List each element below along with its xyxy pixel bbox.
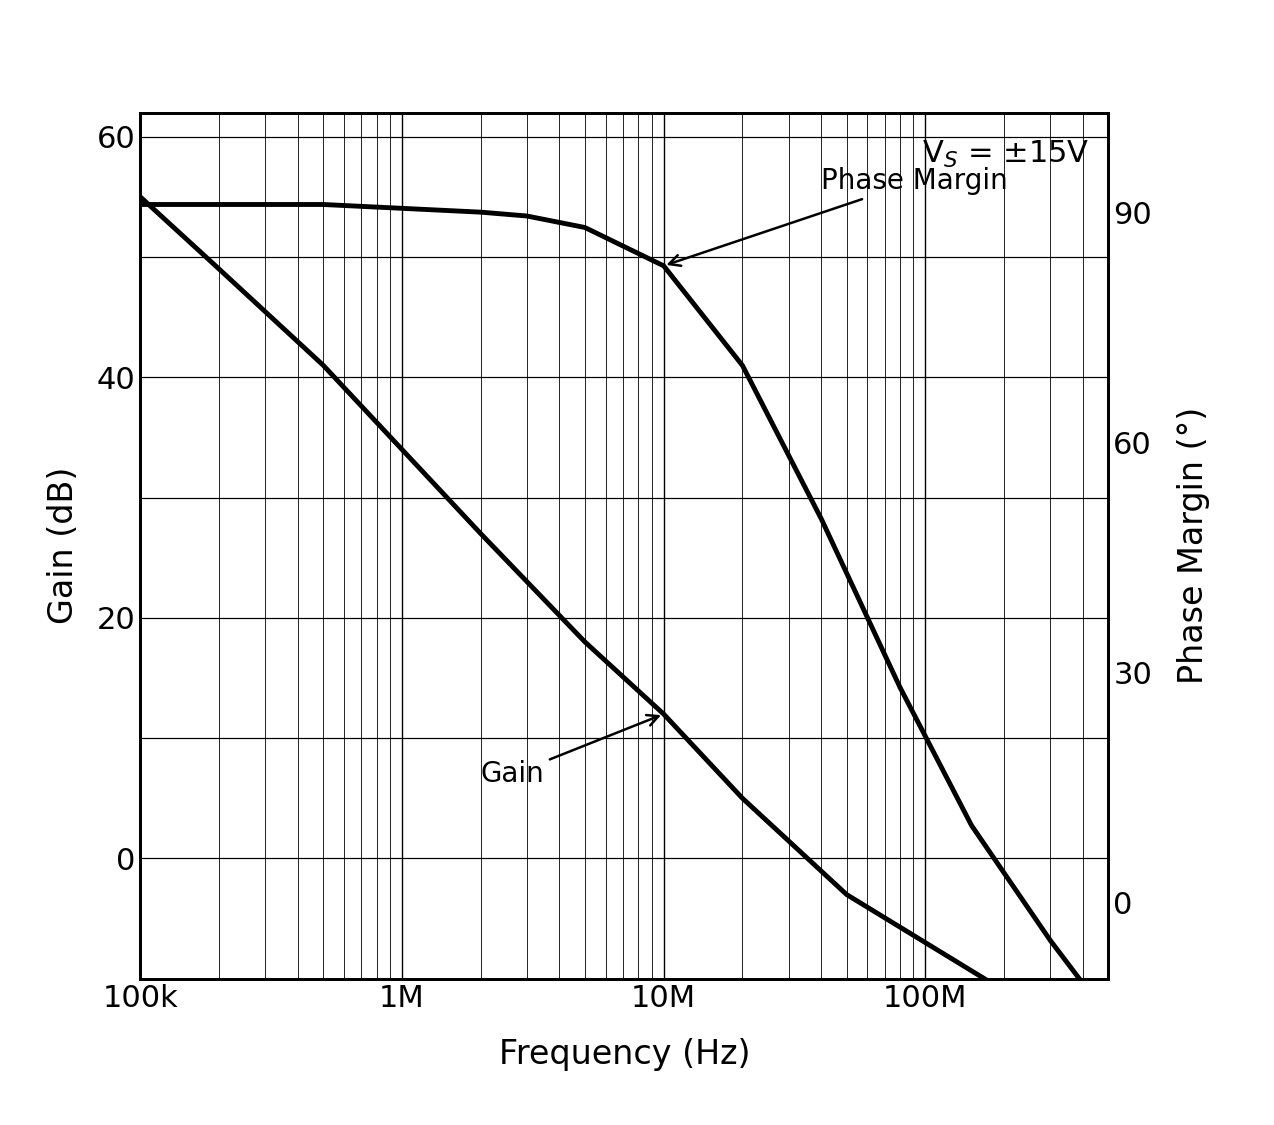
Y-axis label: Gain (dB): Gain (dB) <box>47 467 80 624</box>
Text: Phase Margin: Phase Margin <box>669 168 1008 266</box>
Text: V$_S$ = $\pm$15V: V$_S$ = $\pm$15V <box>921 138 1089 170</box>
Text: Gain: Gain <box>480 716 659 789</box>
X-axis label: Frequency (Hz): Frequency (Hz) <box>498 1037 750 1071</box>
Y-axis label: Phase Margin (°): Phase Margin (°) <box>1177 407 1210 684</box>
